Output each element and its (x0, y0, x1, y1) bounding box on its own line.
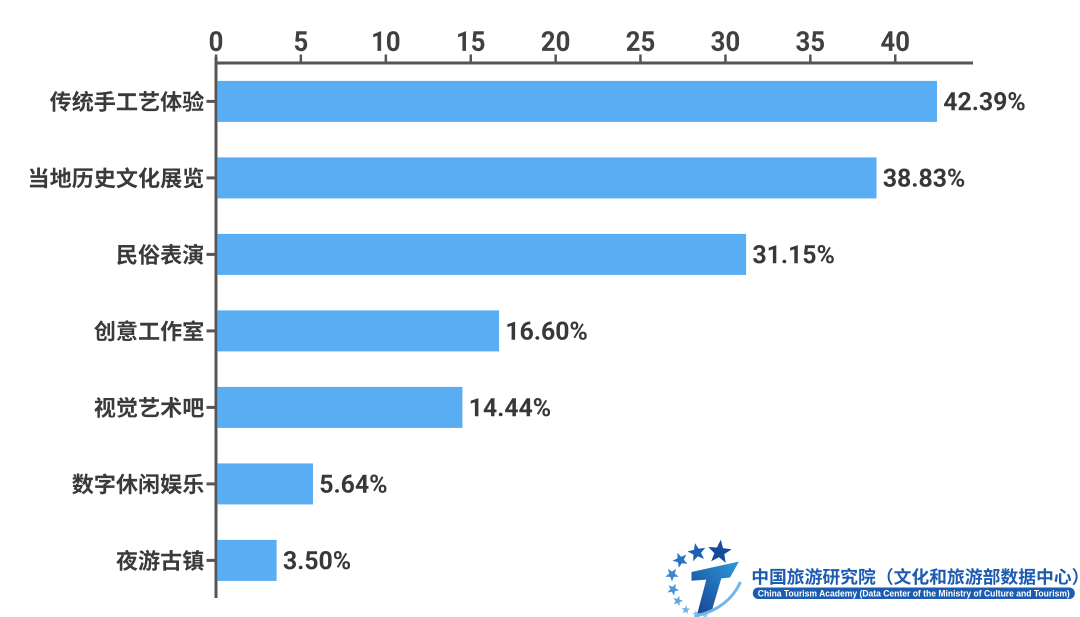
svg-text:China Tourism Academy (Data Ce: China Tourism Academy (Data Center of th… (758, 589, 1070, 600)
